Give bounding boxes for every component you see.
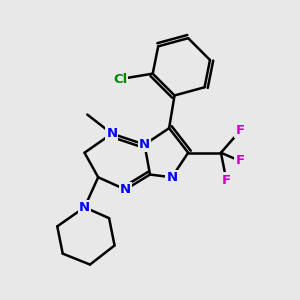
Text: N: N [120, 183, 131, 196]
Text: N: N [139, 138, 150, 151]
Text: N: N [79, 201, 90, 214]
Text: F: F [236, 124, 244, 137]
Text: Cl: Cl [113, 73, 127, 85]
Text: N: N [166, 171, 177, 184]
Text: F: F [222, 173, 231, 187]
Text: F: F [236, 154, 244, 167]
Text: N: N [106, 127, 117, 140]
